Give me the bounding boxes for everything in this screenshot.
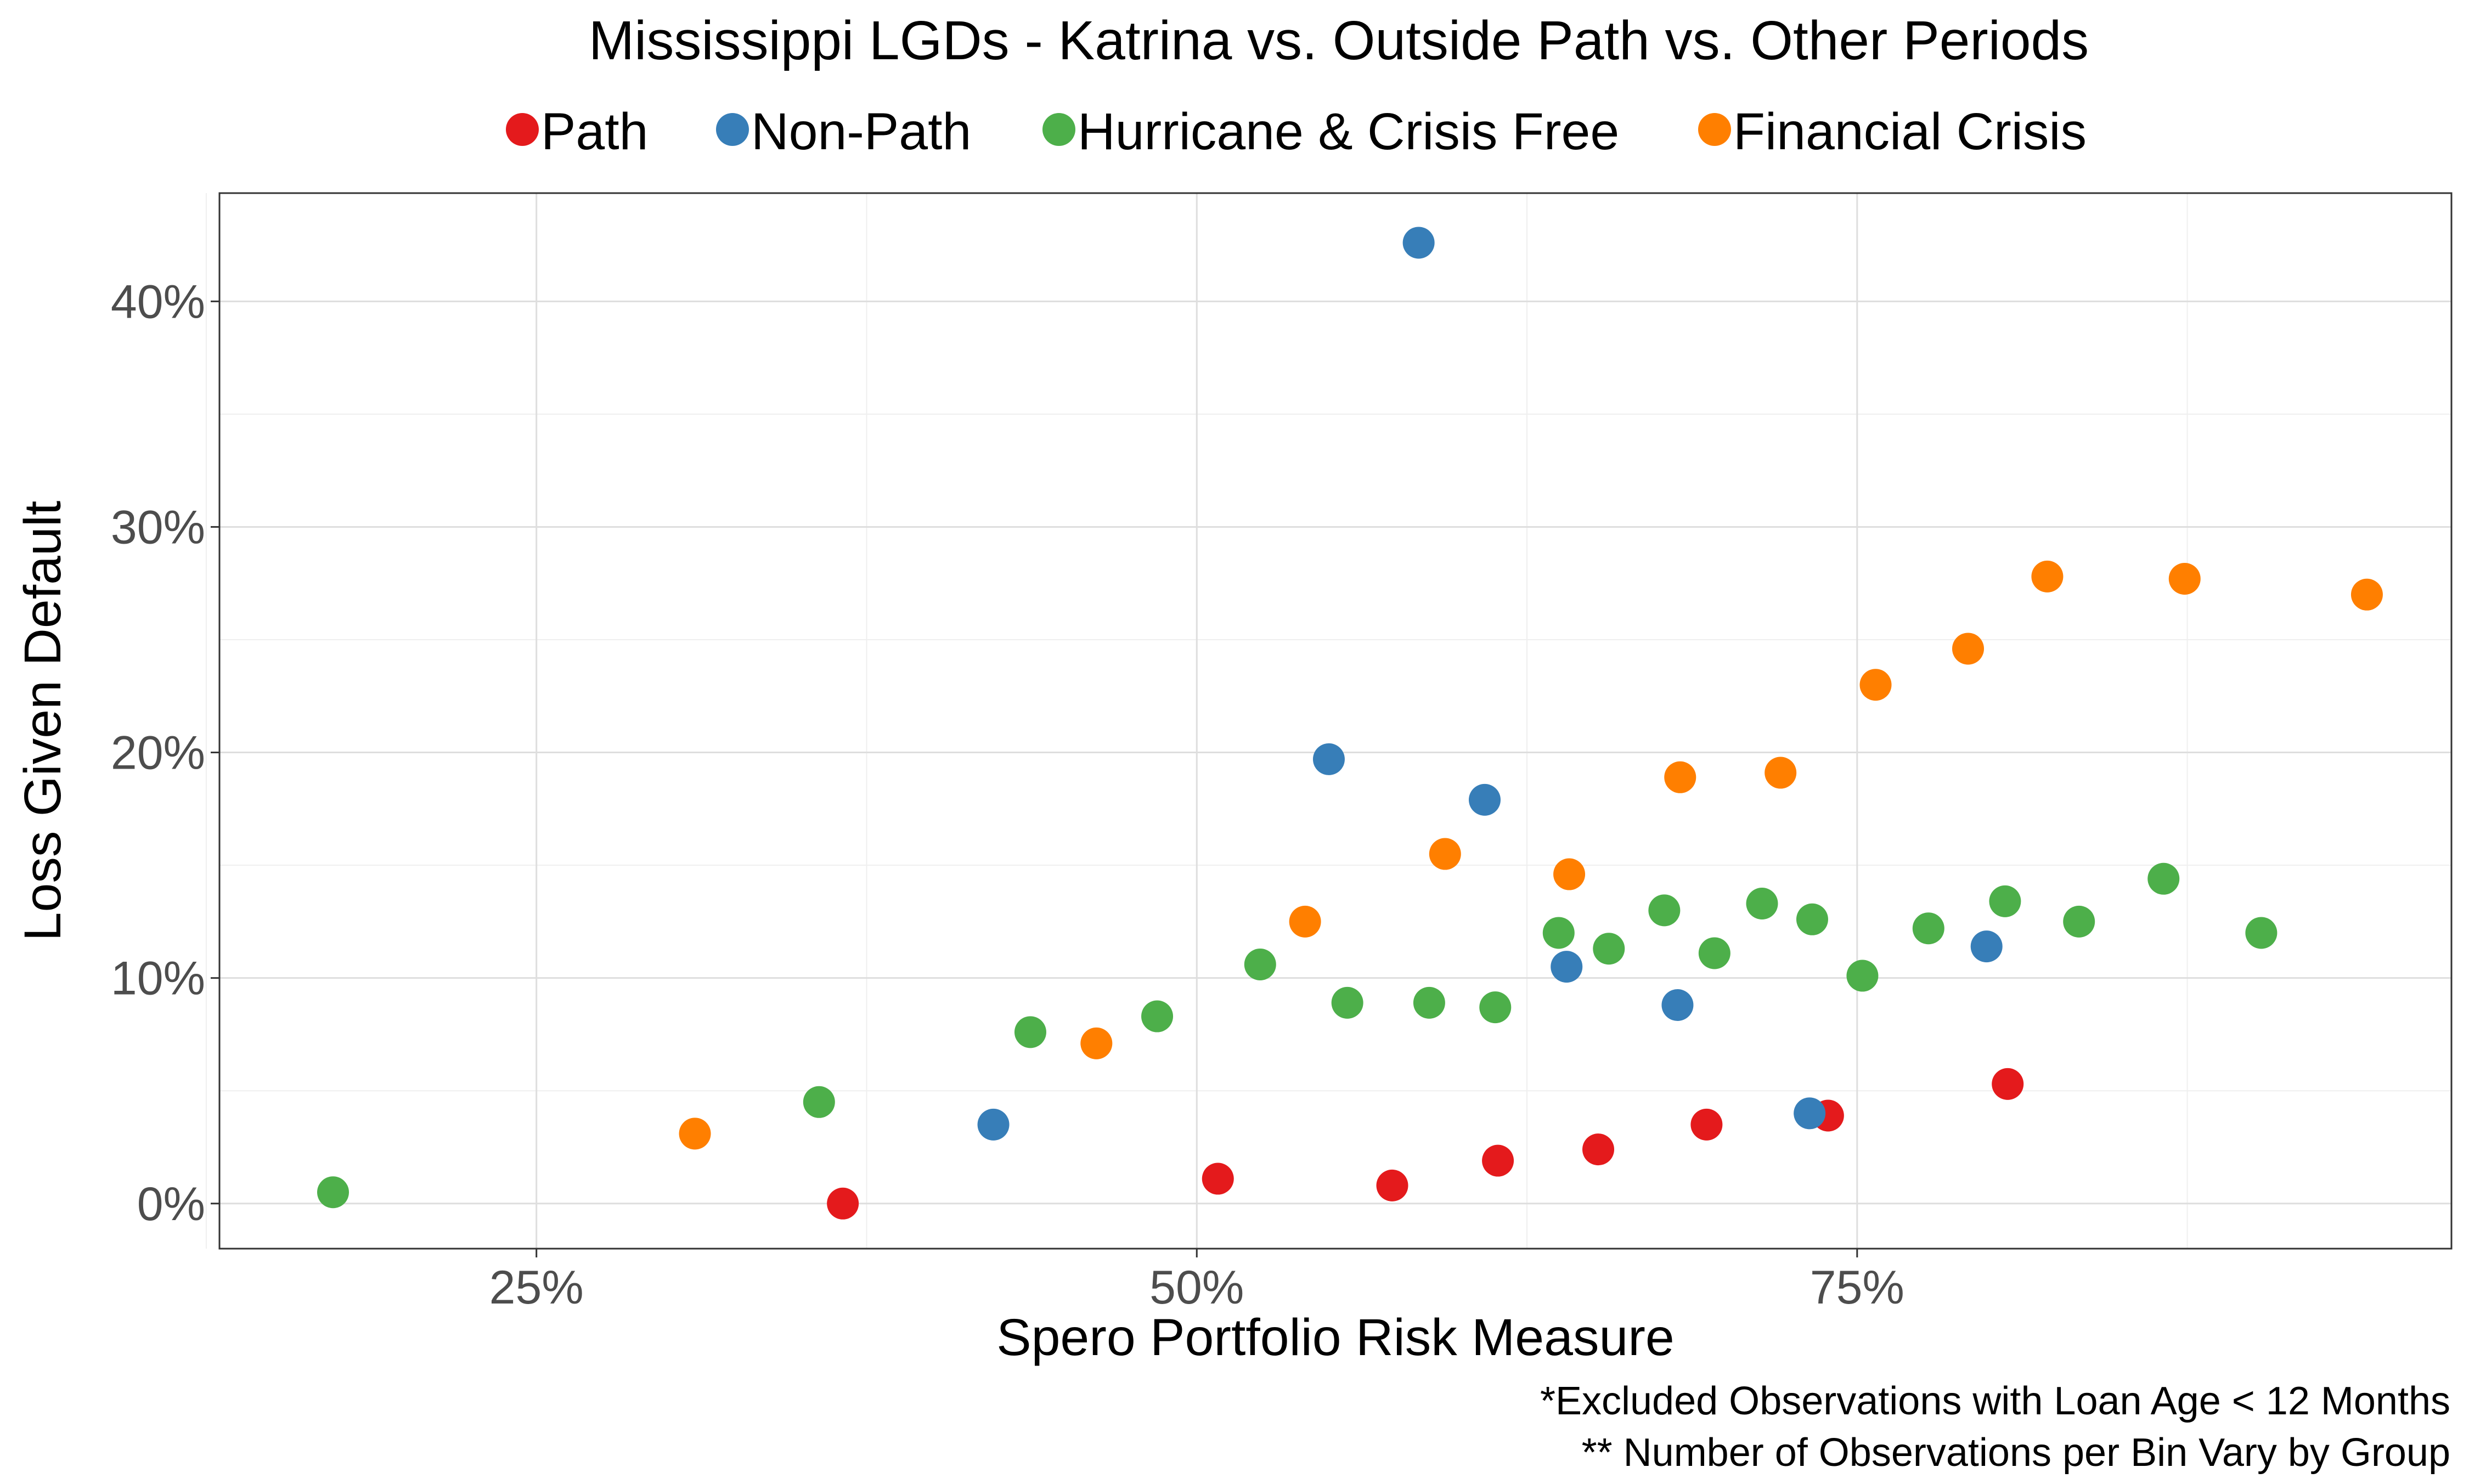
data-point-hurricane-crisis-free (1746, 888, 1778, 919)
legend-label-hurricane-crisis-free: Hurricane & Crisis Free (1078, 103, 1619, 161)
data-point-hurricane-crisis-free (1593, 933, 1625, 965)
series-path (827, 1068, 2024, 1220)
y-tick-label: 30% (111, 501, 205, 554)
data-point-non-path (1970, 930, 2003, 963)
data-point-path (1582, 1133, 1615, 1166)
data-points (317, 227, 2383, 1220)
data-point-financial-crisis (1952, 633, 1985, 665)
y-tick-label: 0% (137, 1178, 205, 1231)
chart-title: Mississippi LGDs - Katrina vs. Outside P… (589, 10, 2089, 71)
data-point-non-path (1469, 783, 1501, 816)
legend-key-hurricane-crisis-free (1042, 113, 1075, 146)
data-point-hurricane-crisis-free (1648, 894, 1681, 927)
x-tick-label: 75% (1810, 1261, 1904, 1314)
y-axis-title: Loss Given Default (14, 501, 72, 941)
data-point-path (1992, 1068, 2024, 1100)
data-point-non-path (1312, 743, 1345, 775)
data-point-non-path (977, 1108, 1010, 1141)
data-point-non-path (1551, 951, 1583, 983)
x-tick-label: 50% (1149, 1261, 1244, 1314)
y-tick-label: 20% (111, 727, 205, 780)
caption-footnote-2: ** Number of Observations per Bin Vary b… (1582, 1431, 2450, 1475)
data-point-hurricane-crisis-free (1846, 960, 1879, 992)
legend: Path Non-Path Hurricane & Crisis Free Finan… (506, 103, 2087, 161)
data-point-non-path (1661, 989, 1694, 1021)
series-non-path (977, 227, 2003, 1141)
data-point-non-path (1794, 1097, 1826, 1130)
data-point-hurricane-crisis-free (1912, 912, 1944, 945)
data-point-financial-crisis (1859, 669, 1892, 701)
legend-item-financial-crisis: Financial Crisis (1698, 103, 2087, 161)
data-point-hurricane-crisis-free (2147, 862, 2180, 895)
series-financial-crisis (679, 560, 2383, 1150)
grid (205, 193, 2451, 1249)
axis-ticks: 25% 50% 75% 0% 10% 20% 30% 40% (111, 275, 1904, 1314)
data-point-hurricane-crisis-free (803, 1086, 835, 1118)
data-point-hurricane-crisis-free (1014, 1016, 1046, 1048)
data-point-hurricane-crisis-free (1413, 986, 1445, 1019)
legend-label-financial-crisis: Financial Crisis (1733, 103, 2087, 161)
legend-item-hurricane-crisis-free: Hurricane & Crisis Free (1042, 103, 1619, 161)
data-point-hurricane-crisis-free (1989, 885, 2021, 917)
data-point-hurricane-crisis-free (2245, 917, 2278, 949)
data-point-non-path (1402, 227, 1435, 259)
data-point-financial-crisis (1080, 1027, 1113, 1059)
series-hurricane-crisis-free (317, 862, 2278, 1209)
data-point-hurricane-crisis-free (1698, 937, 1730, 969)
data-point-financial-crisis (2168, 563, 2201, 595)
legend-label-path: Path (541, 103, 648, 161)
y-tick-label: 40% (111, 275, 205, 328)
data-point-financial-crisis (1664, 761, 1696, 793)
data-point-path (1690, 1108, 1723, 1141)
data-point-path (1202, 1163, 1234, 1195)
data-point-path (1482, 1144, 1514, 1177)
y-tick-label: 10% (111, 952, 205, 1005)
data-point-financial-crisis (1289, 905, 1321, 938)
data-point-hurricane-crisis-free (317, 1176, 350, 1209)
data-point-financial-crisis (1553, 858, 1586, 890)
legend-item-non-path: Non-Path (716, 103, 971, 161)
data-point-financial-crisis (2031, 560, 2064, 593)
data-point-hurricane-crisis-free (1479, 991, 1512, 1024)
legend-label-non-path: Non-Path (751, 103, 971, 161)
data-point-hurricane-crisis-free (1796, 903, 1828, 935)
x-tick-label: 25% (489, 1261, 584, 1314)
data-point-path (1376, 1169, 1408, 1201)
data-point-hurricane-crisis-free (1141, 1000, 1174, 1032)
legend-key-non-path (716, 113, 749, 146)
data-point-financial-crisis (1765, 757, 1797, 789)
legend-item-path: Path (506, 103, 648, 161)
data-point-financial-crisis (2350, 578, 2383, 611)
data-point-financial-crisis (1429, 838, 1461, 870)
data-point-hurricane-crisis-free (2063, 905, 2095, 938)
data-point-financial-crisis (679, 1118, 711, 1150)
x-axis-title: Spero Portfolio Risk Measure (996, 1308, 1675, 1367)
caption-footnote-1: *Excluded Observations with Loan Age < 1… (1540, 1379, 2450, 1423)
data-point-hurricane-crisis-free (1244, 949, 1276, 980)
data-point-path (827, 1187, 859, 1220)
legend-key-path (506, 113, 539, 146)
data-point-hurricane-crisis-free (1542, 917, 1575, 949)
legend-key-financial-crisis (1698, 113, 1731, 146)
plot-panel-border (218, 192, 2453, 1250)
data-point-hurricane-crisis-free (1331, 986, 1363, 1019)
